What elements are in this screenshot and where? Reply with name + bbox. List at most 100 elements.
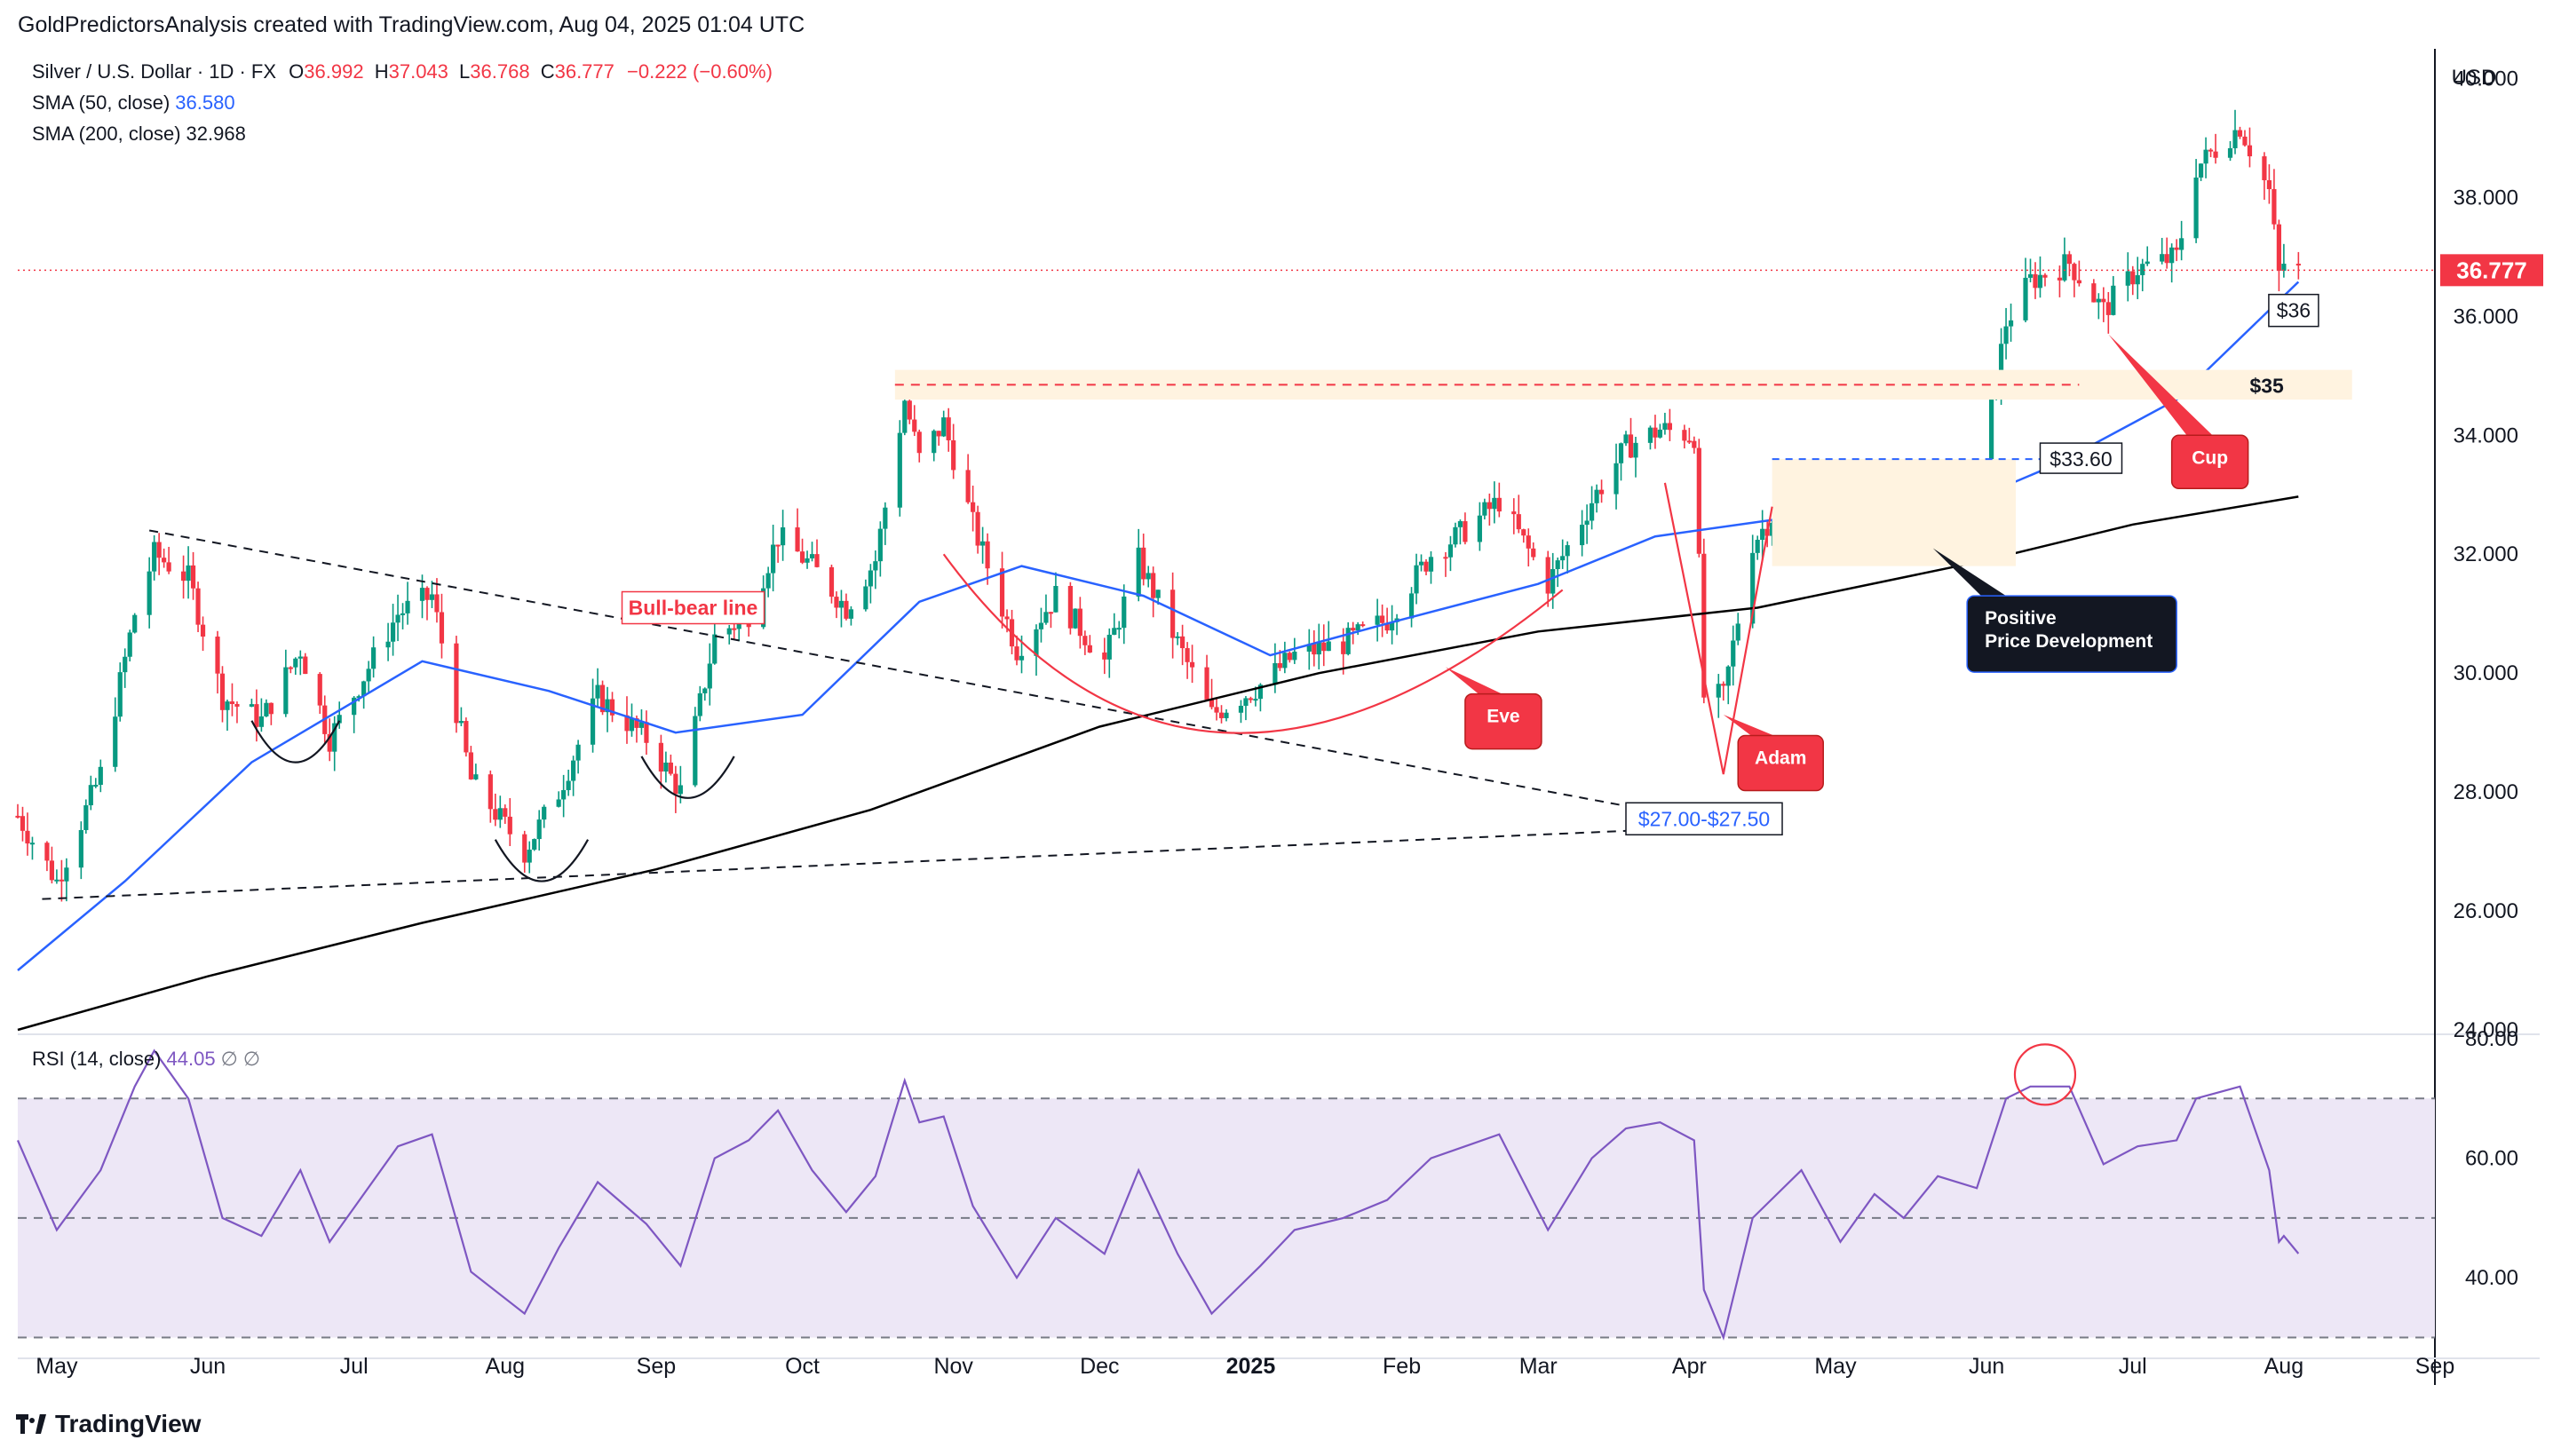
candle-body (936, 431, 941, 437)
candle-body (2227, 147, 2233, 158)
candle-body (532, 839, 537, 851)
candle-body (965, 470, 971, 502)
candle-body (629, 718, 635, 732)
time-tick-label: Aug (486, 1354, 525, 1379)
candle-body (1034, 629, 1039, 656)
candle-body (902, 400, 908, 433)
candle-body (1550, 569, 1556, 594)
candle-body (152, 542, 157, 572)
candle-body (1662, 423, 1668, 430)
candle-body (1243, 698, 1249, 706)
candle-body (2272, 189, 2277, 225)
candle-body (1492, 497, 1497, 510)
candle-body (814, 554, 820, 567)
candle-body (863, 586, 868, 610)
candle-body (332, 723, 337, 752)
candle-body (1073, 608, 1078, 629)
candle-body (293, 658, 298, 668)
resistance-zone (894, 369, 2352, 400)
candle-body (1170, 590, 1176, 638)
candle-body (288, 667, 293, 669)
candle-body (132, 614, 138, 633)
candle-body (1067, 586, 1073, 629)
candle-body (507, 816, 512, 835)
candle-body (2266, 180, 2272, 190)
candle-body (1487, 502, 1492, 510)
candle-body (2023, 277, 2028, 320)
candle-body (829, 566, 835, 597)
candle-body (1189, 661, 1195, 668)
candle-body (2276, 224, 2281, 271)
candle-body (1531, 548, 1536, 558)
time-tick-label: May (36, 1354, 78, 1379)
last-price-value: 36.777 (2456, 257, 2527, 283)
candle-body (1447, 544, 1454, 558)
candle-body (985, 541, 990, 569)
candle-body (327, 733, 332, 752)
candle-body (1155, 590, 1161, 598)
symbol-legend: Silver / U.S. Dollar · 1D · FX O36.992 H… (32, 60, 773, 83)
candle-body (439, 612, 445, 644)
candle-body (264, 702, 269, 716)
candle-body (1316, 642, 1321, 655)
candle-body (2213, 151, 2218, 158)
candle-body (434, 594, 440, 613)
candle-body (1721, 684, 1726, 686)
candle-body (249, 704, 255, 707)
candle-body (732, 628, 737, 630)
candle-body (1048, 612, 1054, 614)
candle-body (29, 843, 36, 845)
candle-body (1116, 628, 1122, 630)
candle-body (2164, 254, 2169, 264)
candle-body (1341, 641, 1346, 654)
candle-body (1146, 573, 1151, 580)
bull-bear-label: Bull-bear line (629, 597, 758, 620)
candle-body (1667, 423, 1672, 431)
candle-body (2179, 238, 2184, 250)
candle-body (678, 785, 683, 795)
candle-body (1248, 698, 1254, 700)
candle-body (2232, 130, 2238, 148)
time-tick-label: Feb (1383, 1354, 1421, 1379)
adam-callout-label: Adam (1755, 748, 1806, 769)
candle-body (838, 600, 844, 608)
cup-arc (494, 839, 590, 882)
tradingview-mark-icon (16, 1414, 46, 1434)
candle-body (2037, 274, 2043, 289)
candle-body (78, 829, 83, 868)
candle-body (771, 544, 776, 574)
candle-body (49, 860, 55, 881)
candle-body (1218, 712, 1225, 718)
support-range-box (1625, 802, 1783, 836)
candle-body (561, 789, 567, 800)
cup-callout-box (2170, 434, 2249, 490)
candle-body (2125, 271, 2130, 286)
candle-body (999, 568, 1005, 617)
candle-body (1716, 684, 1721, 698)
candle-body (556, 799, 561, 807)
candle-body (946, 417, 951, 440)
candle-body (1112, 628, 1117, 635)
tradingview-logo[interactable]: TradingView (16, 1410, 201, 1438)
candle-body (424, 588, 430, 600)
candle-body (2262, 156, 2267, 181)
candle-body (897, 432, 902, 508)
candle-body (2169, 247, 2175, 264)
candle-body (805, 558, 810, 563)
candle-body (429, 594, 435, 600)
candle-body (2237, 130, 2243, 137)
candle-body (1043, 612, 1049, 623)
candle-body (2140, 264, 2145, 275)
candle-body (200, 624, 206, 637)
candle-body (912, 419, 917, 432)
currency-label: USD (2452, 66, 2497, 90)
candle-body (2208, 149, 2214, 152)
candle-body (371, 647, 377, 669)
price-pane (18, 49, 2435, 1030)
candle-body (317, 674, 322, 706)
candle-body (195, 588, 201, 625)
candle-body (1014, 646, 1019, 661)
candle-body (229, 701, 235, 704)
candle-body (2027, 273, 2034, 278)
